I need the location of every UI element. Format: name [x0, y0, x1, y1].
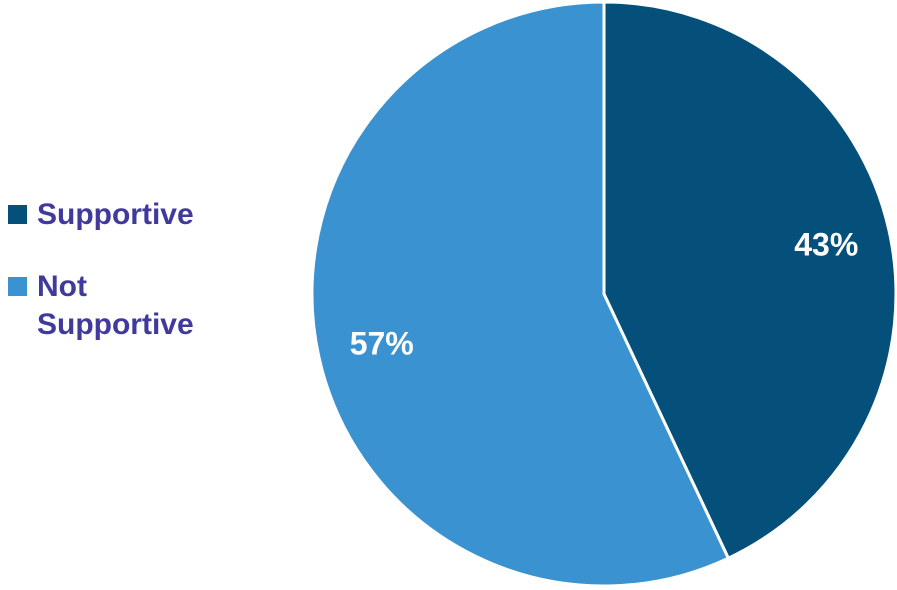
pie-data-labels: 43% 57%: [350, 226, 859, 361]
legend-swatch-supportive: [8, 205, 27, 224]
pie-slice-not-supportive: [310, 0, 730, 588]
legend-label-not-supportive: Not Supportive: [37, 270, 194, 341]
data-label-supportive: 43%: [794, 226, 858, 262]
legend-item-supportive: Supportive: [8, 196, 258, 234]
data-label-not-supportive: 57%: [350, 326, 414, 362]
legend-item-not-supportive: Not Supportive: [8, 268, 258, 344]
legend-swatch-not-supportive: [8, 277, 27, 296]
legend-label-supportive: Supportive: [37, 198, 194, 231]
legend: Supportive Not Supportive: [8, 196, 258, 378]
pie-slice-supportive: [602, 0, 897, 560]
pie-slices: [310, 0, 897, 588]
